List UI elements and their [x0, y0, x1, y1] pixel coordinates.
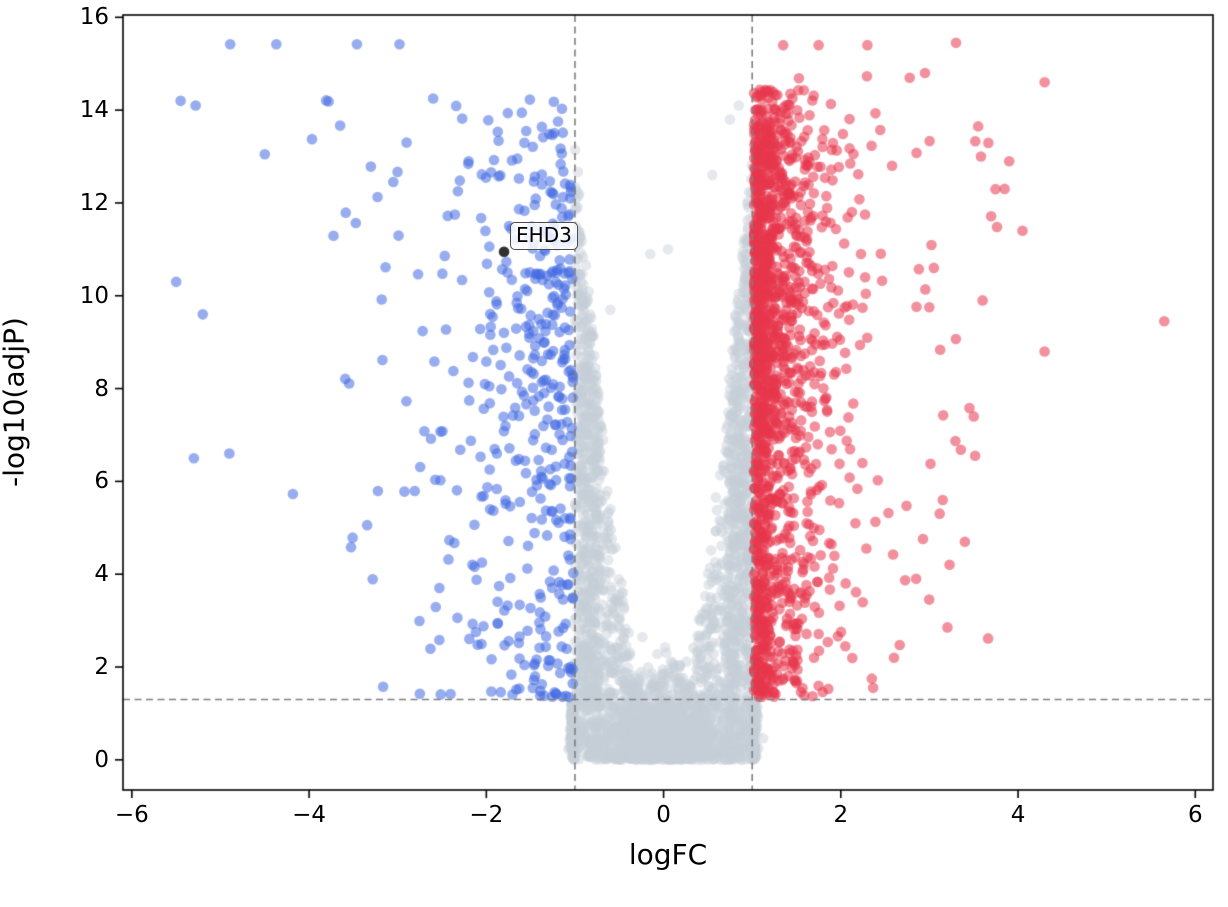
x-tick-label: 6: [1187, 802, 1203, 828]
y-tick-label: 14: [79, 97, 109, 124]
x-tick-label: −4: [292, 802, 327, 828]
y-tick-label: 2: [94, 654, 109, 681]
x-axis-label: logFC: [628, 838, 708, 871]
y-tick-label: 16: [79, 4, 109, 31]
y-axis-label: -log10(adjP): [0, 317, 31, 487]
y-tick-label: 4: [94, 561, 109, 588]
x-tick-label: −6: [114, 802, 149, 828]
x-tick-label: 4: [1010, 802, 1026, 828]
x-tick-label: −2: [469, 802, 504, 828]
y-tick-label: 10: [79, 282, 109, 309]
gene-annotation-ehd3: EHD3: [510, 221, 578, 250]
y-tick-label: 12: [79, 189, 109, 216]
y-tick-label: 6: [94, 468, 109, 495]
x-tick-label: 0: [656, 802, 671, 828]
x-tick-label: 2: [833, 802, 849, 828]
y-tick-label: 0: [94, 746, 109, 773]
y-tick-label: 8: [94, 375, 109, 402]
